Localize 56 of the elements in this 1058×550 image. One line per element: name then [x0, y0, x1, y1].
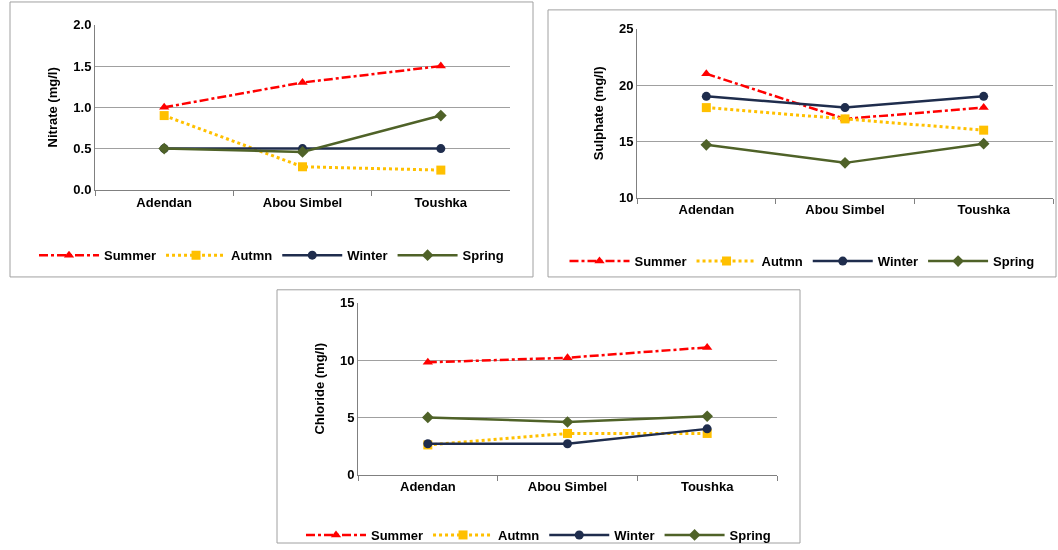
x-tick-label: Adendan [136, 194, 193, 210]
point [561, 416, 574, 428]
y-axis-title: Sulphate (mg/l) [590, 66, 606, 161]
point [296, 146, 309, 158]
y-tick-label: 0.0 [73, 182, 92, 198]
point [298, 162, 307, 172]
legend-label: Autmn [761, 254, 803, 270]
y-axis-title: Chloride (mg/l) [311, 342, 327, 435]
y-tick-label: 5 [347, 409, 355, 425]
y-tick-label: 10 [618, 190, 634, 206]
y-tick-label: 1.0 [73, 99, 92, 115]
point [436, 165, 446, 175]
point [977, 137, 990, 150]
legend-label: Spring [462, 248, 504, 264]
point [159, 111, 169, 121]
y-tick-label: 25 [618, 21, 634, 37]
legend-label: Spring [729, 528, 771, 544]
legend-label: Winter [614, 528, 655, 544]
point [979, 125, 989, 135]
legend-label: Autmn [231, 248, 273, 264]
point [701, 91, 711, 101]
x-tick-label: Abou Simbel [805, 202, 885, 218]
point [563, 439, 572, 449]
x-tick-label: Abou Simbel [527, 479, 608, 495]
x-tick-label: Toushka [957, 202, 1011, 218]
y-tick-label: 1.5 [73, 58, 92, 74]
point [700, 138, 713, 151]
x-tick-label: Adendan [678, 202, 735, 218]
x-tick-label: Abou Simbel [262, 194, 343, 210]
legend-label: Winter [877, 254, 919, 270]
x-tick-label: Adendan [400, 479, 456, 495]
legend-label: Winter [347, 248, 388, 264]
x-tick-label: Toushka [680, 479, 735, 495]
legend-label: Summer [634, 254, 687, 270]
y-tick-label: 15 [339, 295, 355, 311]
legend-label: Summer [371, 528, 424, 544]
y-tick-label: 10 [339, 352, 355, 368]
legend-label: Spring [993, 254, 1035, 270]
point [701, 410, 714, 423]
point [436, 144, 446, 154]
y-tick-label: 0.5 [73, 141, 92, 157]
y-tick-label: 0 [347, 467, 355, 483]
point [701, 103, 711, 113]
x-tick-label: Toushka [414, 194, 468, 210]
y-axis-title: Nitrate (mg/l) [45, 67, 61, 148]
y-tick-label: 20 [618, 77, 634, 93]
point [421, 411, 434, 424]
point [434, 109, 447, 122]
point [840, 103, 850, 113]
legend-label: Autmn [498, 528, 540, 544]
legend-label: Summer [104, 248, 157, 264]
y-tick-label: 2.0 [73, 17, 92, 33]
point [563, 428, 572, 438]
y-tick-label: 15 [618, 133, 634, 149]
point [979, 91, 989, 101]
point [702, 424, 712, 434]
